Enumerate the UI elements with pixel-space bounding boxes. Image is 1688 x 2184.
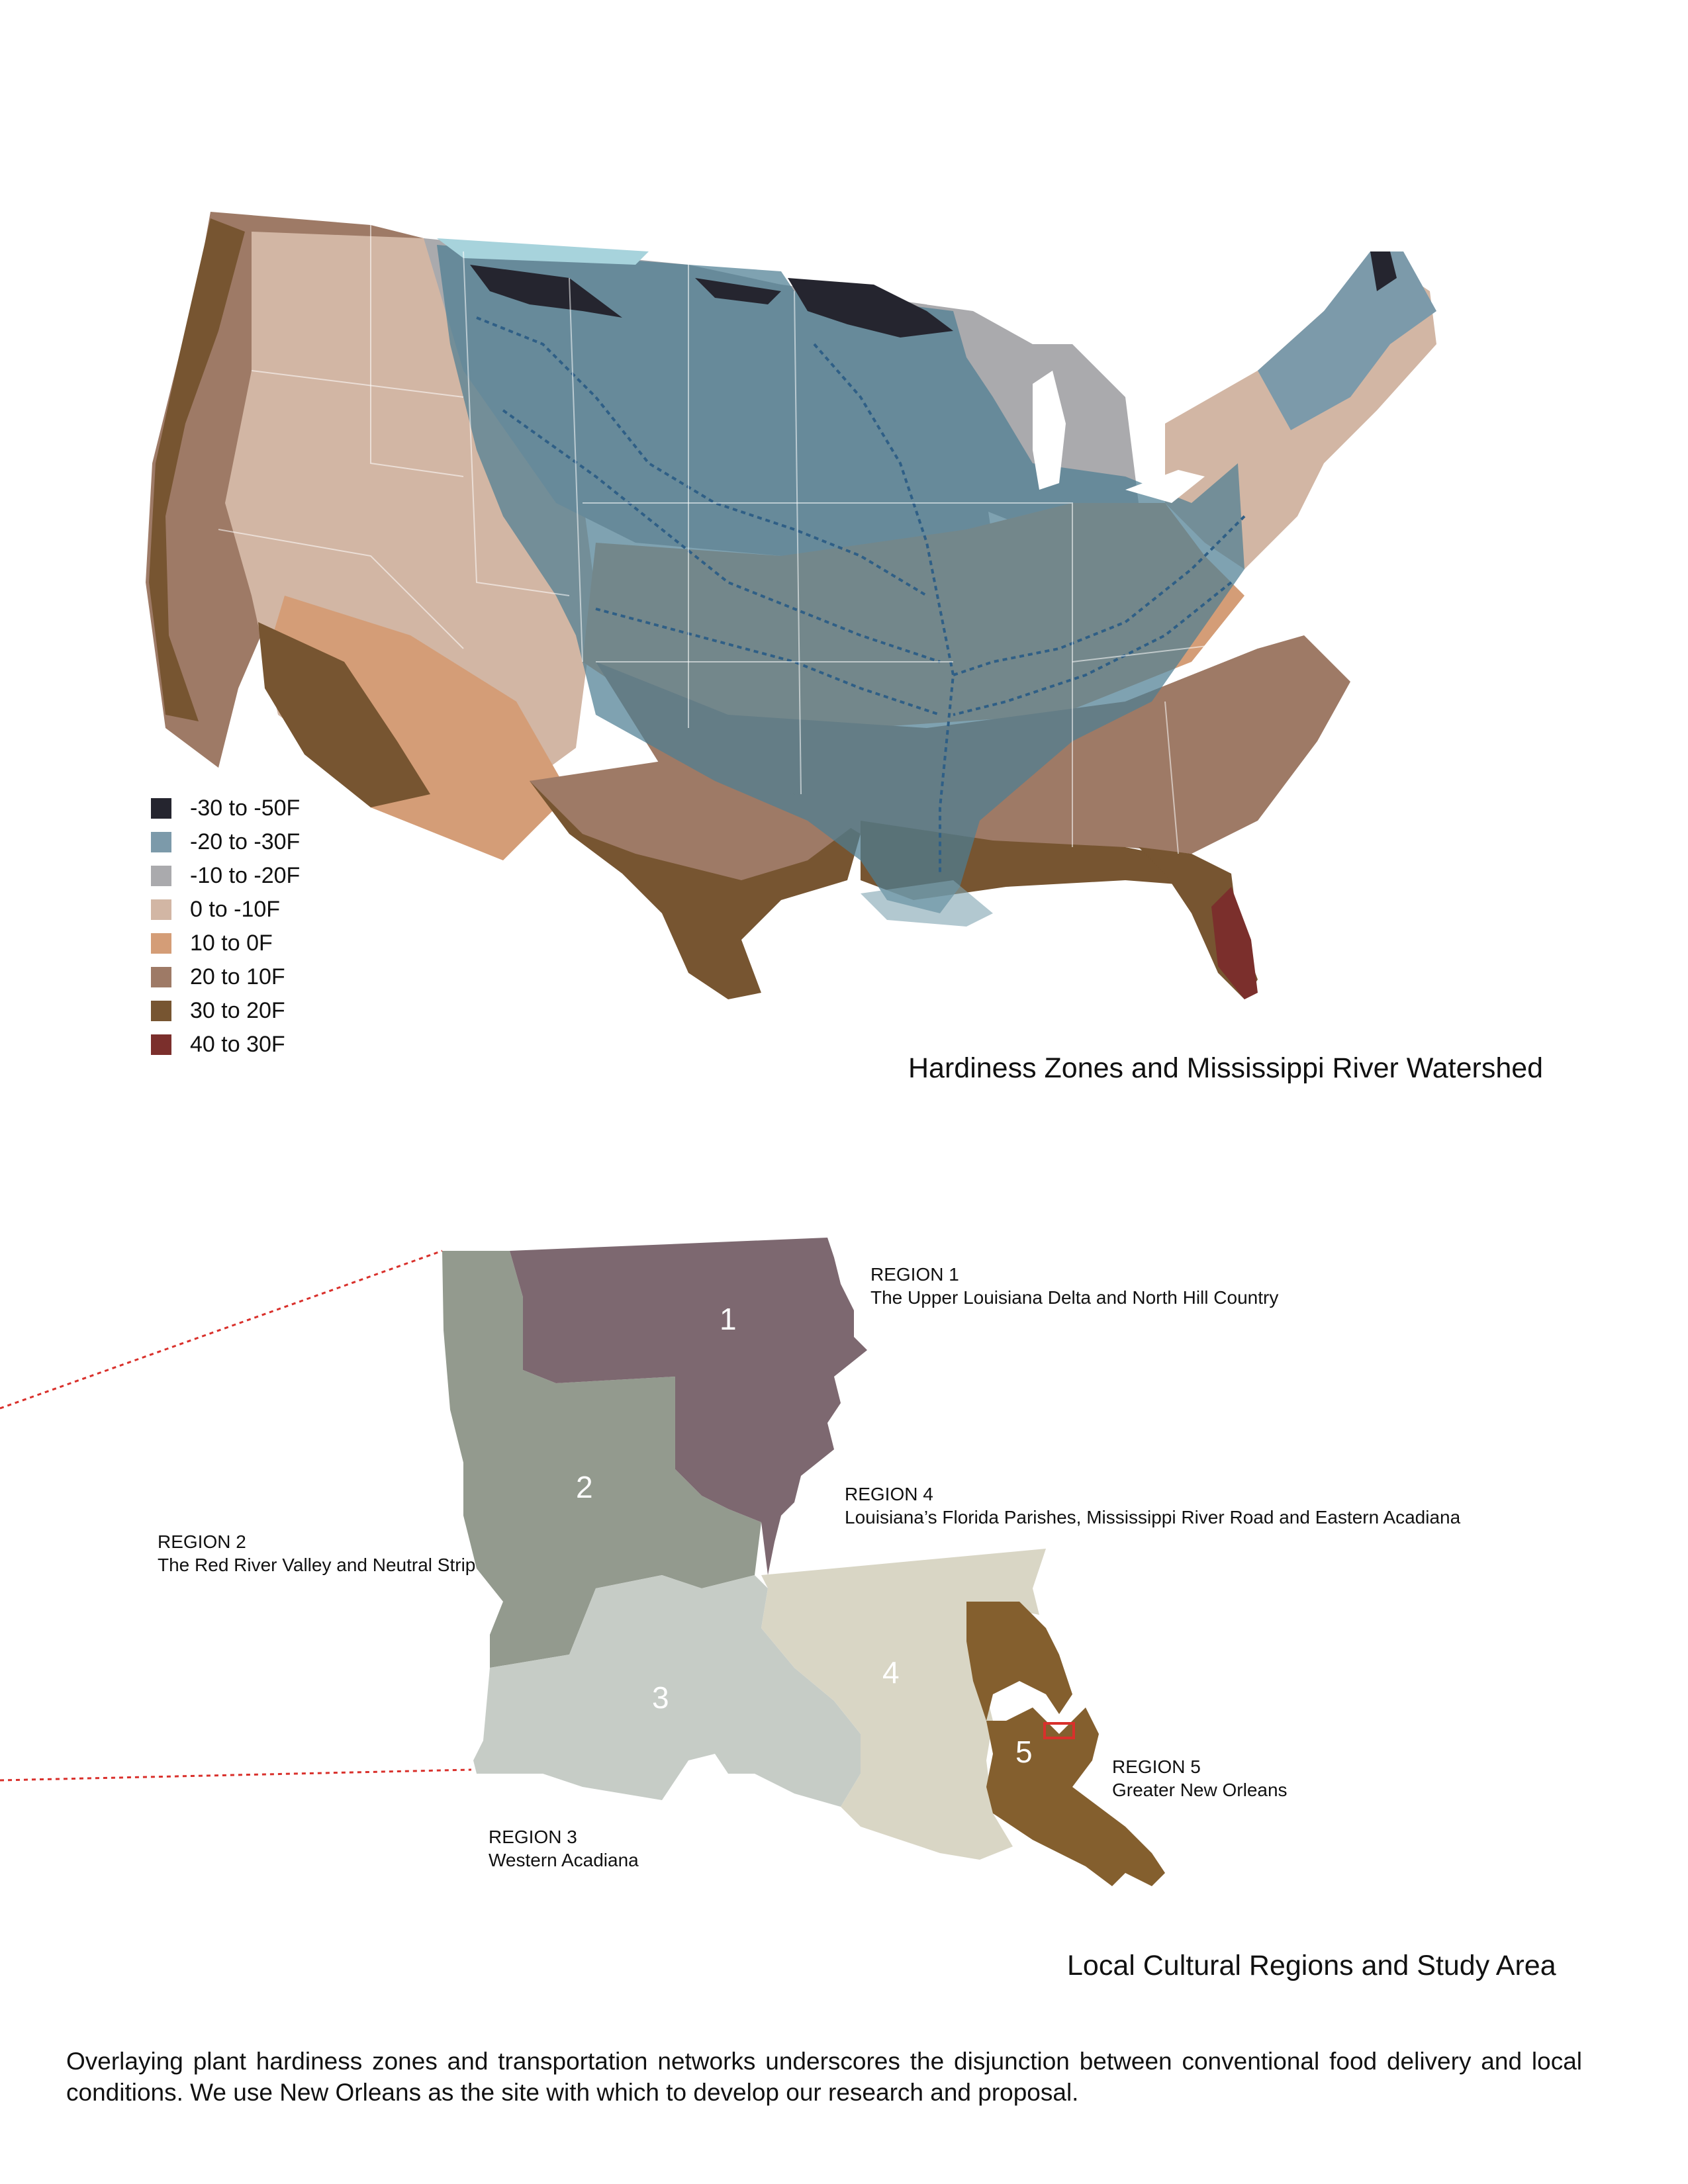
map1-title: Hardiness Zones and Mississippi River Wa… [908,1052,1544,1084]
legend-swatch [151,832,171,852]
region-3-subtitle: Western Acadiana [489,1850,639,1870]
region-2-shape [442,1251,761,1668]
region-1-caption: REGION 1 The Upper Louisiana Delta and N… [870,1263,1278,1309]
zone-south-florida [1211,887,1258,999]
zone-southeast [1125,635,1350,854]
legend-label: 30 to 20F [190,998,285,1023]
region-5-subtitle: Greater New Orleans [1112,1780,1288,1800]
state-borders [218,225,1298,854]
zoom-lead-lines [0,1250,472,1782]
great-lake-erie [1125,470,1205,503]
zone-coldest-maine [1370,251,1397,291]
zone-coldest-minnesota [788,278,953,338]
legend-label: 40 to 30F [190,1032,285,1057]
legend-item: -10 to -20F [151,859,300,893]
legend-item: 0 to -10F [151,893,300,927]
region-2-caption: REGION 2 The Red River Valley and Neutra… [158,1530,475,1576]
legend-swatch [151,899,171,920]
legend-label: 0 to -10F [190,897,281,922]
mississippi-watershed-overlay [437,245,1244,913]
zone-coldest-north [470,265,622,318]
legend-item: 20 to 10F [151,960,300,994]
body-caption: Overlaying plant hardiness zones and tra… [66,2048,1582,2106]
study-area-box [1043,1722,1075,1739]
legend-label: 10 to 0F [190,931,273,956]
legend-swatch [151,933,171,954]
region-3-title: REGION 3 [489,1827,577,1847]
legend-swatch [151,798,171,819]
legend-swatch [151,866,171,886]
region-5-title: REGION 5 [1112,1756,1201,1777]
region-1-subtitle: The Upper Louisiana Delta and North Hill… [870,1287,1279,1308]
region-5-number: 5 [1015,1735,1033,1769]
zone-desert [258,622,430,807]
region-4-number: 4 [882,1655,900,1690]
legend-label: -20 to -30F [190,829,301,854]
region-2-title: REGION 2 [158,1531,246,1552]
legend-swatch [151,967,171,987]
region-4-title: REGION 4 [845,1484,933,1504]
north-lake-overlay [437,238,649,265]
region-4-shape [761,1549,1046,1860]
river-network [476,316,1246,874]
region-4-subtitle: Louisiana’s Florida Parishes, Mississipp… [845,1507,1461,1527]
great-lake-michigan [1033,371,1066,490]
legend-item: 30 to 20F [151,994,300,1028]
region-3-number: 3 [652,1680,669,1715]
region-2-subtitle: The Red River Valley and Neutral Strip [158,1555,476,1575]
region-1-number: 1 [720,1302,737,1336]
legend-item: -30 to -50F [151,792,300,825]
map2-title: Local Cultural Regions and Study Area [1067,1950,1556,1981]
legend-swatch [151,1034,171,1055]
region-2-number: 2 [576,1470,593,1504]
hardiness-legend: -30 to -50F -20 to -30F -10 to -20F 0 to… [151,792,300,1062]
region-3-shape [473,1575,861,1807]
legend-item: 10 to 0F [151,927,300,960]
legend-label: -30 to -50F [190,796,301,821]
region-5-shape [966,1602,1165,1886]
zone-coldest-north-2 [695,278,781,304]
legend-item: -20 to -30F [151,825,300,859]
legend-label: 20 to 10F [190,964,285,989]
gulf-water-overlay [861,880,993,927]
region-5-caption: REGION 5 Greater New Orleans [1112,1755,1288,1801]
region-4-caption: REGION 4 Louisiana’s Florida Parishes, M… [845,1482,1460,1529]
us-hardiness-map [146,212,1436,999]
zone-pacific-strip [149,218,245,721]
legend-swatch [151,1001,171,1021]
zone-new-england [1258,251,1436,430]
legend-item: 40 to 30F [151,1028,300,1062]
region-3-caption: REGION 3 Western Acadiana [489,1825,639,1872]
region-1-title: REGION 1 [870,1264,959,1285]
legend-label: -10 to -20F [190,863,301,888]
region-1-shape [510,1238,867,1575]
